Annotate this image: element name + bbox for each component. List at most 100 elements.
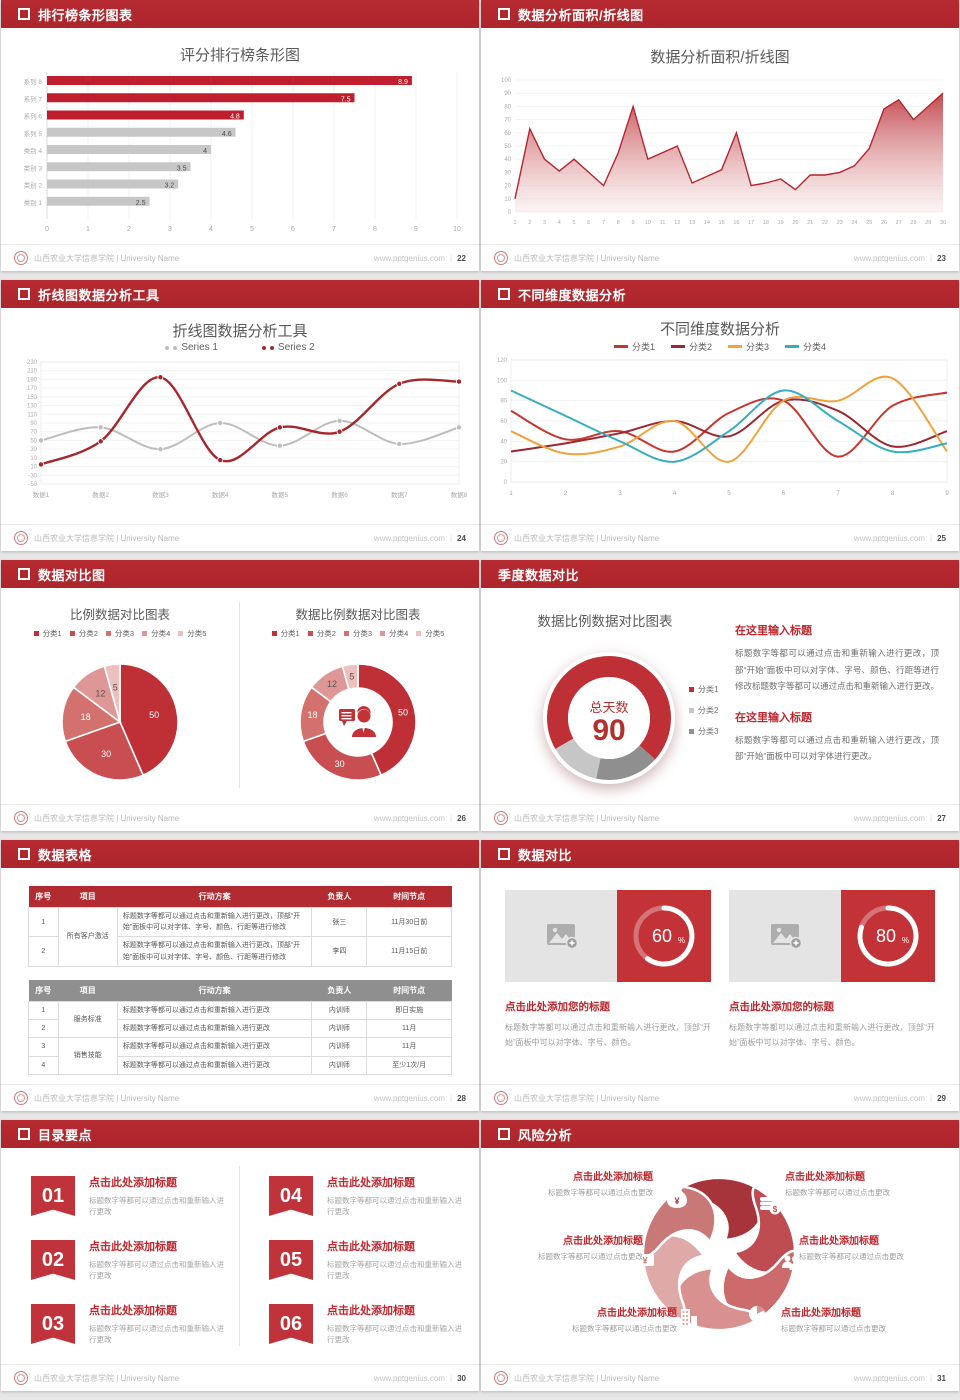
svg-text:1: 1 bbox=[86, 226, 90, 233]
toc-item[interactable]: 06 点击此处添加标题 标题数字等都可以通过点击和重新输入进行更改 bbox=[269, 1302, 469, 1345]
legend-item: 分类2 bbox=[670, 340, 712, 353]
table-cell: 4 bbox=[28, 1055, 59, 1075]
footer-org: 山西农业大学信息学院 | University Name bbox=[514, 813, 660, 823]
svg-text:6: 6 bbox=[782, 490, 786, 497]
data-table: 序号 项目 行动方案 负责人 时间节点 1 所有客户激活 标题数字等都可以通过点击和重新输入进… bbox=[28, 886, 452, 967]
svg-text:系列 8: 系列 8 bbox=[24, 77, 43, 86]
svg-text:数据2: 数据2 bbox=[92, 490, 109, 499]
slide-25[interactable]: 不同维度数据分析 不同维度数据分析 分类1 分类2 分类3 分类4 0 20 40 60 80… bbox=[481, 280, 959, 551]
svg-text:30: 30 bbox=[504, 170, 511, 176]
multi-dimension-line-chart: 0 20 40 60 80 100 120 1 2 3 4 5 6 7 8 9 bbox=[497, 358, 949, 497]
svg-text:90: 90 bbox=[30, 421, 37, 427]
table-header-cell: 负责人 bbox=[311, 980, 367, 1002]
divider bbox=[239, 602, 240, 788]
coins-icon: $ bbox=[760, 1197, 781, 1215]
legend-marker-icon bbox=[613, 345, 628, 348]
block-heading: 在这里输入标题 bbox=[735, 711, 812, 724]
table-cell: 至少1次/月 bbox=[366, 1055, 452, 1075]
toc-number-badge: 05 bbox=[269, 1240, 313, 1280]
slide-header-title: 排行榜条形图表 bbox=[38, 7, 133, 23]
table-cell: 标题数字等都可以通过点击和重新输入进行更改，顶部“开始”面板中可以对字体、字号、… bbox=[116, 936, 313, 967]
slide-30[interactable]: 目录要点 01 点击此处添加标题 标题数字等都可以通过点击和重新输入进行更改 02 点击… bbox=[1, 1120, 479, 1391]
legend-label: 分类2 bbox=[688, 342, 712, 352]
svg-text:50: 50 bbox=[398, 708, 408, 718]
slide-29[interactable]: 数据对比 60% 点击此处添加您的标题 标题数字等都可以通过点击和重新输入进行更… bbox=[481, 840, 959, 1111]
page-number: 22 bbox=[457, 253, 466, 263]
footer-site: www.pptgenius.com bbox=[373, 253, 446, 263]
university-seal-icon bbox=[14, 1091, 28, 1105]
table-cell: 2 bbox=[28, 936, 59, 967]
page-number: 26 bbox=[457, 813, 466, 823]
slide-23[interactable]: 数据分析面积/折线图 数据分析面积/折线图 0 10 20 30 40 50 60 70 80 9… bbox=[481, 0, 959, 271]
toc-text: 点击此处添加标题 标题数字等都可以通过点击和重新输入进行更改 bbox=[327, 1238, 469, 1281]
table-cell: 内训师 bbox=[311, 1037, 368, 1057]
slide-28[interactable]: 数据表格 序号 项目 行动方案 负责人 时间节点 1 所有客户激活 标题数字等都可以通过点击和… bbox=[1, 840, 479, 1111]
svg-text:类别 3: 类别 3 bbox=[24, 163, 43, 172]
table-cell: 2 bbox=[28, 1019, 59, 1039]
table-cell: 标题数字等都可以通过点击和重新输入进行更改，顶部“开始”面板中可以对字体、字号、… bbox=[116, 906, 313, 938]
legend-item: 分类2 bbox=[69, 628, 98, 639]
footer-site: www.pptgenius.com bbox=[853, 813, 926, 823]
svg-text:数据4: 数据4 bbox=[212, 490, 229, 499]
svg-text:系列 7: 系列 7 bbox=[24, 94, 43, 103]
toc-item[interactable]: 04 点击此处添加标题 标题数字等都可以通过点击和重新输入进行更改 bbox=[269, 1174, 469, 1217]
square-bullet-icon bbox=[498, 8, 510, 20]
svg-text:7: 7 bbox=[602, 220, 605, 226]
toc-text: 点击此处添加标题 标题数字等都可以通过点击和重新输入进行更改 bbox=[327, 1174, 469, 1217]
slide-22[interactable]: 排行榜条形图表 评分排行榜条形图 0 1 2 3 4 5 6 7 8 9 10 系列 8 8.9 系列 7… bbox=[1, 0, 479, 271]
toc-item[interactable]: 03 点击此处添加标题 标题数字等都可以通过点击和重新输入进行更改 bbox=[31, 1302, 231, 1345]
toc-title: 点击此处添加标题 bbox=[89, 1305, 177, 1317]
slide-header: 数据对比 bbox=[481, 840, 959, 868]
square-bullet-icon bbox=[18, 8, 30, 20]
table-cell: 11月 bbox=[366, 1019, 452, 1039]
toc-title: 点击此处添加标题 bbox=[327, 1305, 415, 1317]
chart-title: 不同维度数据分析 bbox=[659, 321, 780, 338]
image-placeholder-icon bbox=[547, 924, 579, 950]
table-row: 2 标题数字等都可以通过点击和重新输入进行更改，顶部“开始”面板中可以对字体、字号… bbox=[28, 936, 452, 967]
svg-text:25: 25 bbox=[866, 220, 872, 226]
cell-29: 数据对比 60% 点击此处添加您的标题 标题数字等都可以通过点击和重新输入进行更… bbox=[480, 840, 960, 1120]
table-row: 1 所有客户激活 标题数字等都可以通过点击和重新输入进行更改，顶部“开始”面板中可以… bbox=[28, 906, 452, 967]
svg-text:$: $ bbox=[773, 1205, 778, 1214]
svg-text:12: 12 bbox=[327, 679, 337, 689]
svg-text:%: % bbox=[902, 936, 909, 945]
svg-text:总天数: 总天数 bbox=[589, 700, 628, 715]
slide-header-title: 数据对比 bbox=[518, 847, 573, 863]
slide-26[interactable]: 数据对比图 比例数据对比图表 数据比例数据对比图表 分类1 分类2 分类3 分类4 分类… bbox=[1, 560, 479, 831]
risk-label: 点击此处添加标题 标题数字等都可以通过点击更改 bbox=[781, 1304, 943, 1334]
chart-title: 折线图数据分析工具 bbox=[172, 323, 308, 340]
legend-marker-icon bbox=[380, 631, 386, 636]
risk-title: 点击此处添加标题 bbox=[597, 1308, 677, 1319]
slide-body: 不同维度数据分析 分类1 分类2 分类3 分类4 0 20 40 60 80 100 120 1 2 3… bbox=[481, 308, 959, 524]
gauge-box: 80% bbox=[841, 890, 935, 982]
footer-site: www.pptgenius.com bbox=[853, 253, 926, 263]
slide-31[interactable]: 风险分析 ¥ $ ¥ 点击此处添加标题 标题数字等都可以通过点击更改 点击此处添加标题标… bbox=[481, 1120, 959, 1391]
toc-item[interactable]: 02 点击此处添加标题 标题数字等都可以通过点击和重新输入进行更改 bbox=[31, 1238, 231, 1281]
toc-item[interactable]: 01 点击此处添加标题 标题数字等都可以通过点击和重新输入进行更改 bbox=[31, 1174, 231, 1217]
svg-text:100: 100 bbox=[497, 378, 508, 384]
svg-text:230: 230 bbox=[27, 360, 38, 366]
slide-body: 比例数据对比图表 数据比例数据对比图表 分类1 分类2 分类3 分类4 分类5 分类1 分… bbox=[1, 588, 479, 804]
page-number: 25 bbox=[937, 533, 946, 543]
svg-text:数据7: 数据7 bbox=[391, 490, 408, 499]
svg-text:30: 30 bbox=[30, 447, 37, 453]
svg-text:190: 190 bbox=[27, 377, 38, 383]
image-placeholder bbox=[505, 890, 617, 982]
slide-footer: 山西农业大学信息学院 | University Name www.pptgeniu… bbox=[481, 244, 959, 271]
cell-24: 折线图数据分析工具 折线图数据分析工具 Series 1 Series 2 -50… bbox=[0, 280, 480, 560]
slide-24[interactable]: 折线图数据分析工具 折线图数据分析工具 Series 1 Series 2 -50… bbox=[1, 280, 479, 551]
svg-text:3.5: 3.5 bbox=[177, 165, 187, 172]
svg-text:5: 5 bbox=[250, 226, 254, 233]
toc-text: 点击此处添加标题 标题数字等都可以通过点击和重新输入进行更改 bbox=[327, 1302, 469, 1345]
slide-27[interactable]: 季度数据对比 数据比例数据对比图表 总天数 90 分类1 分类2 分类3 在这里输入标… bbox=[481, 560, 959, 831]
svg-text:90: 90 bbox=[592, 714, 625, 747]
risk-label: 点击此处添加标题 标题数字等都可以通过点击更改 bbox=[799, 1232, 959, 1262]
donut-legend: 分类1 分类2 分类3 分类4 分类5 bbox=[239, 628, 477, 639]
toc-item[interactable]: 05 点击此处添加标题 标题数字等都可以通过点击和重新输入进行更改 bbox=[269, 1238, 469, 1281]
toc-number-badge: 02 bbox=[31, 1240, 75, 1280]
svg-text:数据1: 数据1 bbox=[33, 490, 50, 499]
risk-title: 点击此处添加标题 bbox=[799, 1236, 879, 1247]
risk-label: 点击此处添加标题 标题数字等都可以通过点击更改 bbox=[481, 1232, 643, 1262]
table-cell: 3 bbox=[28, 1037, 59, 1057]
table-cell: 服务标准 bbox=[57, 1000, 118, 1039]
